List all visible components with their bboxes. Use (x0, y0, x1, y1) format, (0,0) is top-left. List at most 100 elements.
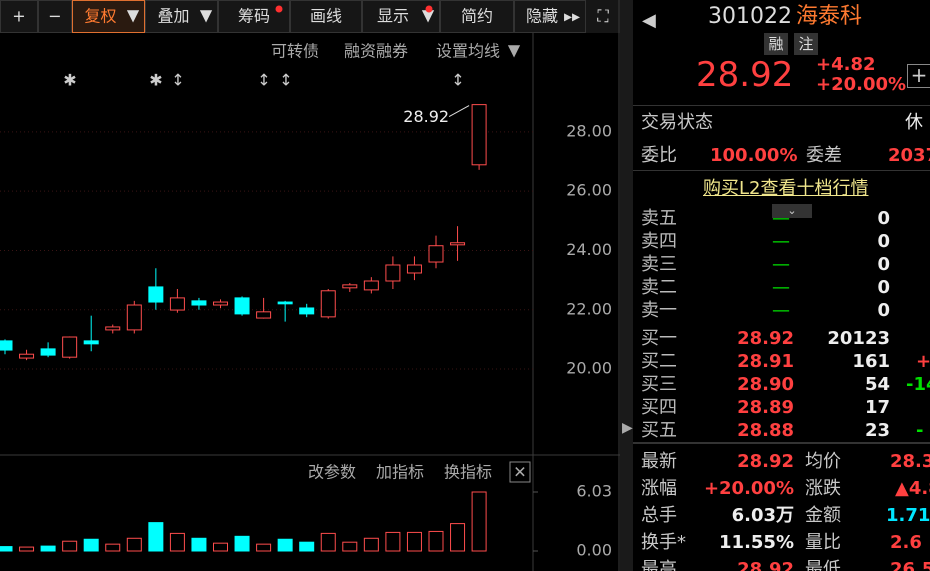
stat-value: 1.71 (886, 505, 930, 526)
chart-menu-item[interactable]: 可转债 (271, 42, 319, 61)
ask-price: — (772, 208, 790, 229)
ask-price: — (772, 300, 790, 321)
volume-bar (19, 546, 35, 552)
candle-body (62, 336, 78, 358)
collapse-bar[interactable] (620, 0, 633, 571)
separator (633, 105, 930, 106)
collapse-arrow[interactable]: ▶ (622, 420, 633, 436)
toolbar-button[interactable] (362, 0, 440, 33)
candle-body (0, 340, 13, 351)
toolbar-label[interactable]: − (48, 7, 61, 26)
bid-price: 28.88 (737, 420, 794, 441)
ask-label: 卖一 (641, 300, 677, 321)
toolbar-button[interactable] (38, 0, 72, 33)
stat-label: 总手 (641, 505, 677, 526)
expand-toggle[interactable]: ⌄ (772, 204, 812, 218)
volume-bar (385, 531, 401, 552)
toolbar-label[interactable]: 简约 (461, 7, 493, 26)
toolbar-label[interactable]: 叠加 (157, 7, 189, 26)
candle-body (83, 340, 99, 345)
stat-label: 最新 (641, 451, 677, 472)
fullscreen-icon[interactable]: ⛶ (597, 7, 609, 26)
toolbar-button[interactable] (440, 0, 514, 33)
indicator-menu-item[interactable]: 加指标 (376, 463, 424, 482)
stat-label: 涨跌 (805, 478, 841, 499)
annotation: 28.92 (403, 107, 449, 126)
stat-value: 28.92 (737, 559, 794, 571)
y-tick-label: 6.03 (576, 482, 612, 501)
status-value: 休 (905, 112, 923, 133)
toolbar-label[interactable]: + (12, 7, 25, 26)
bid-volume: 161 (852, 351, 890, 372)
candle-body (320, 290, 336, 318)
ask-volume: 0 (877, 231, 890, 252)
toolbar-button[interactable] (514, 0, 586, 33)
candle-body (40, 348, 56, 356)
indicator-menu-item[interactable]: 换指标 (444, 463, 492, 482)
toolbar-label[interactable]: 画线 (310, 7, 342, 26)
marker: ↕ (451, 71, 464, 90)
chart-area: ✱ ✱ ↕ ↕ ↕ ↕ ✕ + − 复权 ▼ 叠加 ▼ 筹码 画线 显示 ▼ 简约 隐藏 ▸▸ ⛶ 可转债 融… (0, 0, 620, 571)
close-button[interactable] (509, 461, 531, 483)
chart-menu-item[interactable]: 设置均线 (436, 42, 500, 61)
volume-bar (0, 546, 13, 552)
toolbar-label[interactable]: 复权 (84, 7, 116, 26)
chart-menu-item[interactable]: 融资融券 (344, 42, 408, 61)
volume-bar (148, 522, 164, 552)
toolbar-label[interactable]: 筹码 (238, 7, 270, 26)
marker: ↕ (279, 71, 292, 90)
toolbar-button[interactable] (72, 0, 145, 33)
stat-value: 28.3 (890, 451, 930, 472)
stat-value: 6.03万 (731, 505, 794, 526)
marker: ↕ (171, 71, 184, 90)
bid-label: 买一 (641, 328, 677, 349)
candle-body (299, 307, 315, 315)
bid-volume: 17 (864, 397, 890, 418)
volume-bar (277, 538, 293, 552)
candle-body (471, 104, 487, 166)
bid-label: 买二 (641, 351, 677, 372)
bid-volume: 23 (864, 420, 890, 441)
bid-price: 28.89 (737, 397, 794, 418)
toolbar-button[interactable] (0, 0, 38, 33)
candle-body (191, 300, 207, 306)
l2-link[interactable]: 购买L2查看十档行情 (703, 178, 869, 199)
stat-label: 量比 (805, 532, 841, 553)
ask-price: — (772, 254, 790, 275)
ratio-value: 100.00% (710, 145, 798, 166)
bid-label: 买三 (641, 374, 677, 395)
bid-volume: 20123 (827, 328, 890, 349)
candle-body (406, 264, 422, 274)
close-icon[interactable]: ✕ (513, 463, 526, 482)
stat-value: +20.00% (703, 478, 794, 499)
bid-label: 买五 (641, 420, 677, 441)
add-button[interactable]: + (907, 64, 930, 88)
stat-value: ▲4.8 (895, 478, 930, 499)
ask-label: 卖三 (641, 254, 677, 275)
toolbar-label[interactable]: 显示 (377, 7, 409, 26)
toolbar-button[interactable] (290, 0, 362, 33)
y-tick-label: 20.00 (566, 359, 612, 378)
bid-price: 28.91 (737, 351, 794, 372)
ask-label: 卖五 (641, 208, 677, 229)
annotation-arrow (448, 105, 470, 118)
stat-value: 26.5 (890, 559, 930, 571)
volume-bar (256, 543, 272, 552)
dropdown-icon: ▼ (508, 41, 521, 60)
toolbar-label[interactable]: 隐藏 (526, 7, 558, 26)
y-tick-label: 0.00 (576, 541, 612, 560)
volume-bar (320, 532, 336, 552)
toolbar-button[interactable] (145, 0, 218, 33)
volume-bar (406, 531, 422, 552)
volume-bar (191, 537, 207, 552)
candle-body (363, 280, 379, 291)
volume-bar (428, 530, 444, 552)
separator (633, 442, 930, 444)
volume-bar (234, 535, 250, 552)
stat-label: 最高 (641, 559, 677, 571)
ask-label: 卖四 (641, 231, 677, 252)
indicator-menu-item[interactable]: 改参数 (308, 463, 356, 482)
back-arrow[interactable]: ◀ (642, 10, 656, 31)
candle-body (256, 311, 272, 319)
candle-body (148, 286, 164, 303)
